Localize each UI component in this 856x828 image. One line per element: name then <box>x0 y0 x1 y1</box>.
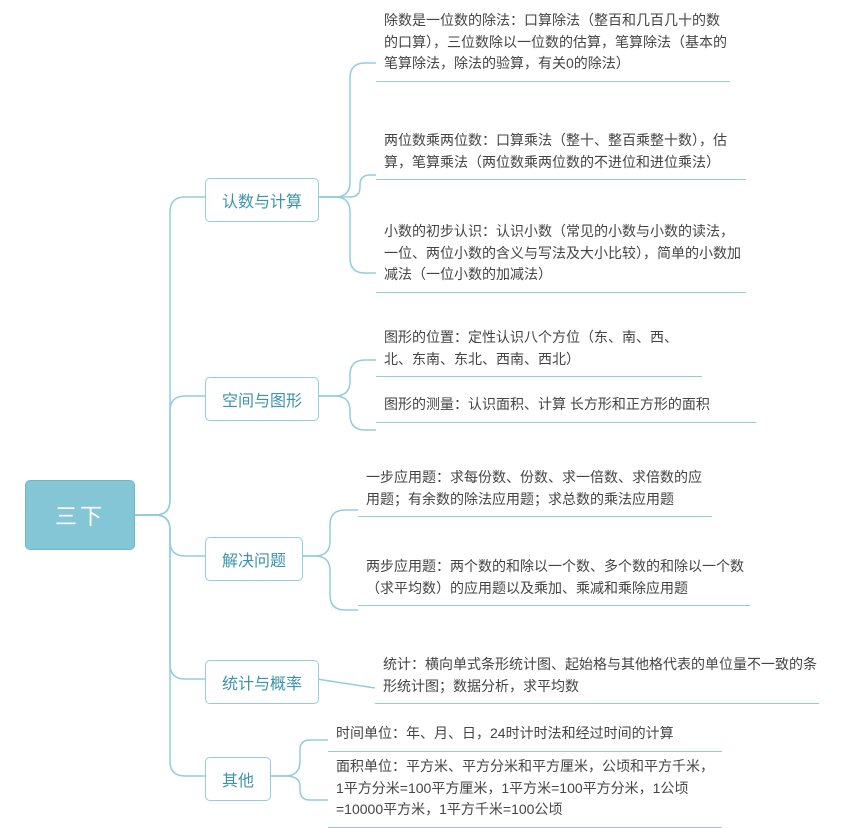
edge-b5-l5a-v2 <box>269 740 328 776</box>
edge-root-b5 <box>135 515 205 776</box>
edge-b2-l2b <box>317 396 376 430</box>
edge-b1-l1a <box>317 63 376 197</box>
edge-root-b1 <box>135 197 205 515</box>
edge-b5-l5b <box>269 776 328 800</box>
leaf-position: 图形的位置：定性认识八个方位（东、南、西、北、东南、东北、西南、西北） <box>376 327 702 377</box>
root-node: 三下 <box>25 480 135 550</box>
root-label: 三下 <box>55 499 105 531</box>
leaf-division: 除数是一位数的除法：口算除法（整百和几百几十的数的口算），三位数除以一位数的估算… <box>376 10 730 82</box>
leaf-multiplication: 两位数乘两位数：口算乘法（整十、整百乘整十数），估算，笔算乘法（两位数乘两位数的… <box>376 130 746 180</box>
edge-root-b3 <box>135 515 205 556</box>
branch-stats-prob: 统计与概率 <box>205 660 319 704</box>
edge-b1-l1c <box>317 197 376 273</box>
branch-space-shapes: 空间与图形 <box>205 377 319 421</box>
edge-b3-l3b <box>301 556 358 610</box>
branch-numbers-calc: 认数与计算 <box>205 178 319 222</box>
leaf-stats: 统计：横向单式条形统计图、起始格与其他格代表的单位量不一致的条形统计图；数据分析… <box>375 654 819 704</box>
leaf-decimals: 小数的初步认识：认识小数（常见的小数与小数的读法，一位、两位小数的含义与写法及大… <box>376 221 746 293</box>
leaf-time-units: 时间单位：年、月、日，24时计时法和经过时间的计算 <box>328 723 722 752</box>
branch-problem-solving: 解决问题 <box>205 537 303 581</box>
branch-label: 空间与图形 <box>222 387 302 411</box>
leaf-one-step: 一步应用题：求每份数、份数、求一倍数、求倍数的应用题；有余数的除法应用题；求总数… <box>358 467 712 517</box>
leaf-measure: 图形的测量：认识面积、计算 长方形和正方形的面积 <box>376 394 756 423</box>
edge-b3-l3a <box>301 510 358 556</box>
branch-label: 统计与概率 <box>222 670 302 694</box>
branch-label: 认数与计算 <box>222 188 302 212</box>
branch-label: 其他 <box>222 767 254 791</box>
edge-b2-l2a <box>317 360 376 396</box>
edge-root-b4 <box>135 515 205 679</box>
leaf-area-units: 面积单位：平方米、平方分米和平方厘米，公顷和平方千米，1平方分米=100平方厘米… <box>328 756 722 828</box>
edge-b1-l1b <box>317 175 376 197</box>
branch-label: 解决问题 <box>222 547 286 571</box>
edge-b4-l4a <box>317 679 375 688</box>
branch-other: 其他 <box>205 757 271 801</box>
leaf-two-step: 两步应用题：两个数的和除以一个数、多个数的和除以一个数（求平均数）的应用题以及乘… <box>358 556 750 606</box>
edge-root-b2 <box>135 396 205 515</box>
